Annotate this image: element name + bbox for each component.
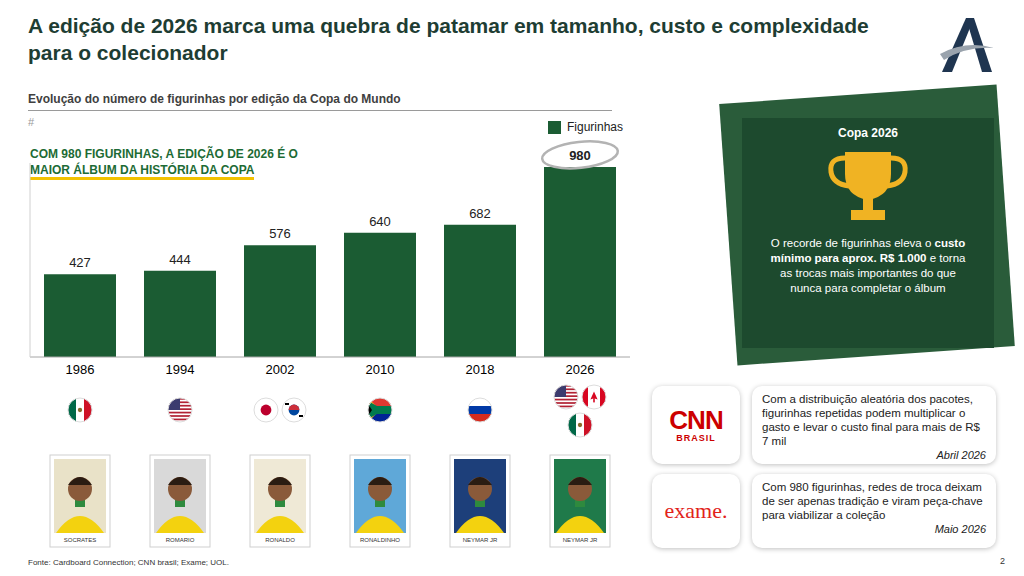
html-text:Com 980 figurinhas, redes de t: Com 980 figurinhas, redes de troca deixa… [762, 481, 983, 521]
svg-text:576: 576 [269, 226, 291, 241]
svg-text:NEYMAR JR: NEYMAR JR [563, 537, 598, 543]
html-text:2: 2 [1000, 556, 1005, 566]
svg-text:SOCRATES: SOCRATES [64, 537, 97, 543]
svg-text:427: 427 [69, 255, 91, 270]
html-text:Abril 2026: Abril 2026 [936, 449, 986, 461]
svg-text:2010: 2010 [366, 362, 395, 377]
svg-text:444: 444 [169, 252, 191, 267]
html-text:CNN: CNN [669, 405, 723, 435]
svg-text:1994: 1994 [166, 362, 195, 377]
svg-text:2026: 2026 [566, 362, 595, 377]
html-text:Copa 2026: Copa 2026 [838, 126, 898, 140]
html-text:BRASIL: BRASIL [676, 433, 716, 443]
html-text:MAIOR ÁLBUM DA HISTÓRIA DA COP: MAIOR ÁLBUM DA HISTÓRIA DA COPA [30, 163, 255, 177]
html-text:O recorde de figurinhas eleva: O recorde de figurinhas eleva o custo mí… [770, 237, 966, 294]
html-text:Fonte: Cardboard Connection; C: Fonte: Cardboard Connection; CNN brasil;… [28, 558, 229, 567]
html-text:Evolução do número de figurinh: Evolução do número de figurinhas por edi… [28, 92, 401, 106]
svg-text:2018: 2018 [466, 362, 495, 377]
html-text:Figurinhas: Figurinhas [567, 120, 623, 134]
html-text:Maio 2026: Maio 2026 [934, 523, 986, 535]
svg-text:980: 980 [569, 148, 591, 163]
svg-text:ROMARIO: ROMARIO [166, 537, 195, 543]
svg-text:640: 640 [369, 214, 391, 229]
html-text:COM 980 FIGURINHAS, A EDIÇÃO D: COM 980 FIGURINHAS, A EDIÇÃO DE 2026 É O [30, 147, 298, 161]
html-text:Com a distribuição aleatória d: Com a distribuição aleatória dos pacotes… [762, 393, 980, 447]
svg-text:682: 682 [469, 206, 491, 221]
svg-text:NEYMAR JR: NEYMAR JR [463, 537, 498, 543]
html-text:A edição de 2026 marca uma que: A edição de 2026 marca uma quebra de pat… [28, 14, 869, 64]
svg-text:1986: 1986 [66, 362, 95, 377]
svg-text:2002: 2002 [266, 362, 295, 377]
svg-text:RONALDO: RONALDO [265, 537, 295, 543]
html-text:exame.: exame. [664, 498, 728, 523]
svg-text:RONALDINHO: RONALDINHO [360, 537, 400, 543]
